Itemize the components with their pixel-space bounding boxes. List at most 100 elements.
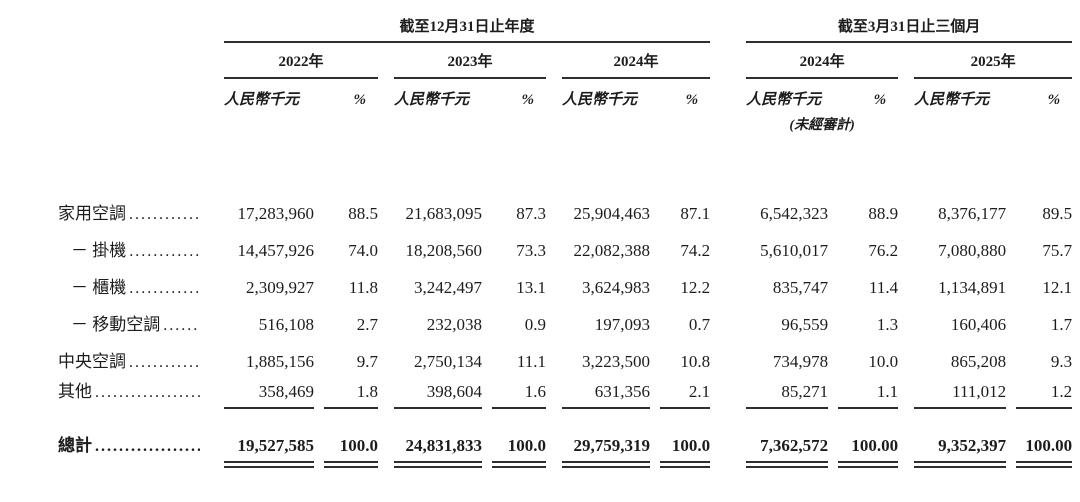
percent-cell: 1.2 bbox=[1006, 372, 1073, 409]
currency-unit-label: 人民幣千元 bbox=[562, 92, 638, 108]
year-header-2024: 2024年 bbox=[546, 43, 711, 79]
row-label: 中央空調 bbox=[58, 335, 208, 372]
year-label: 2024年 bbox=[562, 53, 711, 79]
percent-cell: 2.7 bbox=[356, 314, 378, 334]
percent-cell: 100.00 bbox=[1006, 409, 1073, 468]
amount-cell: 2,309,927 bbox=[246, 277, 314, 297]
year-label: 2024年 bbox=[746, 53, 899, 79]
row-label-text: 中央空調 bbox=[58, 351, 126, 371]
empty-cell bbox=[58, 12, 208, 43]
percent-label: % bbox=[685, 92, 699, 108]
percent-cell: 12.1 bbox=[1042, 277, 1073, 297]
percent-label: % bbox=[1047, 92, 1061, 108]
percent-cell: 87.3 bbox=[516, 203, 546, 223]
percent-label: % bbox=[873, 92, 887, 108]
percent-cell: 87.1 bbox=[680, 203, 711, 223]
percent-cell: 13.1 bbox=[516, 277, 546, 297]
unaudited-note-row: (未經審計) bbox=[58, 109, 1072, 135]
percent-cell: 1.7 bbox=[1050, 314, 1073, 334]
period-header-quarterly-text: 截至3月31日止三個月 bbox=[746, 18, 1073, 43]
column-gap bbox=[710, 79, 730, 109]
percent-cell: 12.2 bbox=[680, 277, 711, 297]
column-gap bbox=[710, 409, 730, 468]
amount-cell: 21,683,095 bbox=[405, 203, 483, 223]
percent-cell: 11.1 bbox=[516, 351, 546, 371]
percent-cell: 1.6 bbox=[482, 372, 546, 409]
percent-cell: 1.3 bbox=[876, 314, 899, 334]
units-header-row: 人民幣千元 % 人民幣千元 % 人民幣千元 % 人民幣千元 % 人民幣千元 % bbox=[58, 79, 1072, 109]
currency-unit-label: 人民幣千元 bbox=[746, 92, 822, 108]
column-gap bbox=[710, 224, 730, 261]
percent-cell: 0.7 bbox=[688, 314, 711, 334]
amount-cell: 734,978 bbox=[772, 351, 829, 371]
empty-cell bbox=[58, 43, 208, 79]
header-body-gap bbox=[58, 135, 1072, 187]
leader-dots bbox=[95, 436, 200, 456]
row-label: 總計 bbox=[58, 409, 208, 468]
amount-cell: 865,208 bbox=[950, 351, 1007, 371]
period-header-annual-text: 截至12月31日止年度 bbox=[224, 18, 711, 43]
row-label: － 移動空調 bbox=[58, 298, 208, 335]
amount-cell: 5,610,017 bbox=[760, 240, 829, 260]
table-row: － 移動空調 516,108 2.7 232,038 0.9 197,093 0.7 96,5… bbox=[58, 298, 1072, 335]
leader-dots bbox=[129, 352, 200, 372]
period-header-annual: 截至12月31日止年度 bbox=[208, 12, 711, 43]
table-row: 家用空調 17,283,960 88.5 21,683,095 87.3 25,904,4… bbox=[58, 187, 1072, 224]
row-label: 家用空調 bbox=[58, 187, 208, 224]
percent-label: % bbox=[353, 92, 367, 108]
column-gap bbox=[710, 335, 730, 372]
percent-cell: 100.0 bbox=[650, 409, 711, 468]
amount-cell: 85,271 bbox=[730, 372, 829, 409]
table-total-row: 總計19,527,585100.024,831,833100.029,759,3… bbox=[58, 409, 1073, 468]
amount-cell: 3,624,983 bbox=[582, 277, 650, 297]
leader-dots bbox=[129, 204, 200, 224]
column-gap bbox=[710, 261, 730, 298]
year-header-q1-2025: 2025年 bbox=[898, 43, 1073, 79]
percent-cell: 11.8 bbox=[348, 277, 378, 297]
amount-cell: 96,559 bbox=[781, 314, 829, 334]
currency-unit-label: 人民幣千元 bbox=[224, 92, 300, 108]
amount-cell: 111,012 bbox=[898, 372, 1007, 409]
column-gap bbox=[710, 187, 730, 224]
leader-dots bbox=[163, 315, 200, 335]
empty-cell bbox=[58, 79, 208, 109]
percent-cell: 10.0 bbox=[868, 351, 899, 371]
document-page: 截至12月31日止年度 截至3月31日止三個月 2022年 2023年 2024… bbox=[0, 0, 1080, 468]
revenue-breakdown-table: 截至12月31日止年度 截至3月31日止三個月 2022年 2023年 2024… bbox=[58, 12, 1073, 468]
percent-cell: 74.0 bbox=[348, 240, 378, 260]
row-label-text: － 掛機 bbox=[71, 240, 127, 260]
currency-unit-label: 人民幣千元 bbox=[914, 92, 990, 108]
year-header-2023: 2023年 bbox=[378, 43, 546, 79]
percent-cell: 1.8 bbox=[314, 372, 378, 409]
table-row: － 櫃機 2,309,927 11.8 3,242,497 13.1 3,624,983 1… bbox=[58, 261, 1072, 298]
percent-cell: 89.5 bbox=[1042, 203, 1073, 223]
row-label: － 櫃機 bbox=[58, 261, 208, 298]
amount-cell: 8,376,177 bbox=[938, 203, 1007, 223]
percent-label: % bbox=[521, 92, 535, 108]
row-label-text: 其他 bbox=[58, 381, 92, 401]
amount-cell: 197,093 bbox=[594, 314, 650, 334]
currency-unit-label: 人民幣千元 bbox=[394, 92, 470, 108]
empty-cell bbox=[898, 109, 1072, 135]
percent-cell: 11.4 bbox=[868, 277, 899, 297]
amount-cell: 24,831,833 bbox=[378, 409, 482, 468]
amount-cell: 2,750,134 bbox=[414, 351, 482, 371]
percent-cell: 100.00 bbox=[828, 409, 899, 468]
year-header-2022: 2022年 bbox=[208, 43, 378, 79]
row-label: 其他 bbox=[58, 372, 208, 409]
row-label-text: － 櫃機 bbox=[71, 277, 127, 297]
percent-cell: 75.7 bbox=[1042, 240, 1073, 260]
amount-cell: 22,082,388 bbox=[573, 240, 651, 260]
empty-cell bbox=[58, 109, 730, 135]
unaudited-note: (未經審計) bbox=[789, 118, 855, 134]
amount-cell: 1,134,891 bbox=[938, 277, 1007, 297]
column-gap bbox=[710, 298, 730, 335]
row-label-text: 家用空調 bbox=[58, 203, 126, 223]
amount-cell: 25,904,463 bbox=[573, 203, 651, 223]
percent-cell: 73.3 bbox=[516, 240, 546, 260]
amount-cell: 14,457,926 bbox=[237, 240, 315, 260]
year-header-row: 2022年 2023年 2024年 2024年 2025年 bbox=[58, 43, 1073, 79]
year-label: 2022年 bbox=[224, 53, 378, 79]
leader-dots bbox=[129, 241, 200, 261]
column-gap bbox=[710, 12, 730, 43]
